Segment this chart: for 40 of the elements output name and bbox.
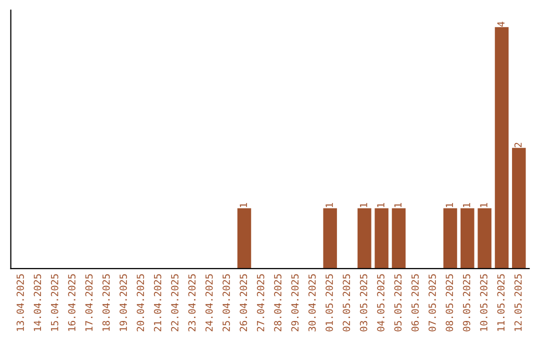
data-label: 1 — [394, 203, 402, 208]
x-tick-label: 19.04.2025 — [120, 274, 127, 331]
x-tick-label: 20.04.2025 — [136, 274, 144, 332]
x-tick-label: 02.05.2025 — [342, 274, 350, 332]
x-tick-label: 05.05.2025 — [394, 274, 402, 332]
x-tick-label: 01.05.2025 — [326, 274, 333, 332]
x-tick-label: 04.05.2025 — [377, 274, 384, 332]
x-tick-label: 06.05.2025 — [411, 274, 419, 332]
x-tick-label: 29.04.2025 — [291, 274, 299, 332]
x-tick-label: 30.04.2025 — [308, 274, 316, 332]
x-tick-label: 09.05.2025 — [462, 274, 470, 332]
x-tick-label: 15.04.2025 — [50, 274, 58, 331]
data-label: 1 — [446, 203, 453, 208]
x-tick-label: 21.04.2025 — [154, 274, 162, 332]
x-tick-label: 22.04.2025 — [171, 274, 178, 332]
x-tick-label: 16.04.2025 — [68, 274, 76, 331]
x-tick-label: 27.04.2025 — [256, 274, 264, 332]
data-label: 1 — [240, 203, 247, 208]
x-tick-label: 08.05.2025 — [446, 274, 454, 332]
data-label: 4 — [497, 22, 504, 27]
x-tick-label: 17.04.2025 — [85, 274, 93, 331]
x-tick-label: 23.04.2025 — [188, 274, 196, 332]
x-tick-label: 18.04.2025 — [102, 274, 110, 331]
x-tick-label: 24.04.2025 — [205, 274, 213, 332]
data-label: 1 — [326, 203, 333, 208]
data-label: 1 — [463, 203, 470, 208]
data-label: 1 — [480, 203, 488, 208]
x-tick-label: 25.04.2025 — [222, 274, 230, 332]
x-tick-label: 26.04.2025 — [240, 274, 248, 332]
data-label: 1 — [377, 203, 384, 208]
x-tick-label: 28.04.2025 — [274, 274, 282, 332]
x-tick-label: 14.04.2025 — [34, 274, 42, 331]
x-tick-label: 12.05.2025 — [514, 274, 522, 331]
data-label: 1 — [360, 203, 368, 208]
data-label: 2 — [514, 142, 522, 148]
x-tick-label: 10.05.2025 — [480, 274, 488, 331]
x-tick-label: 03.05.2025 — [360, 274, 368, 332]
x-tick-label: 07.05.2025 — [428, 274, 436, 332]
x-tick-label: 13.04.2025 — [16, 274, 24, 331]
x-tick-label: 11.05.2025 — [497, 274, 505, 331]
